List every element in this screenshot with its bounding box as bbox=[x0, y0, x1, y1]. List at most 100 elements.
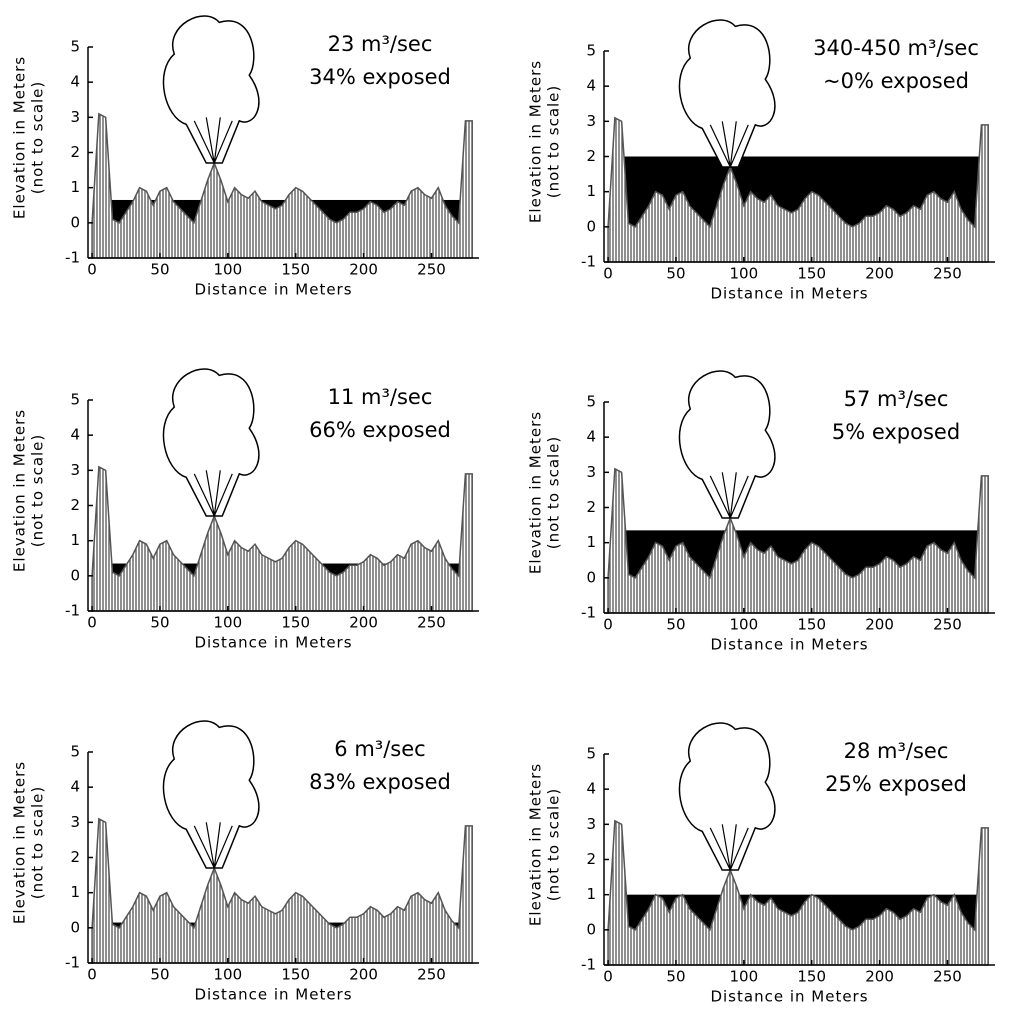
y-axis-label: Elevation in Meters bbox=[11, 56, 29, 219]
x-tick-label: 0 bbox=[87, 261, 97, 279]
x-tick-label: 250 bbox=[933, 616, 962, 634]
x-tick-label: 100 bbox=[730, 616, 759, 634]
flow-label: 23 m³/sec bbox=[328, 32, 433, 56]
x-tick-label: 200 bbox=[865, 265, 894, 283]
x-tick-label: 200 bbox=[349, 614, 378, 632]
x-tick-label: 100 bbox=[214, 261, 243, 279]
ground-profile bbox=[91, 817, 473, 964]
x-tick-label: 150 bbox=[797, 968, 826, 986]
y-tick-label: -1 bbox=[65, 602, 80, 620]
x-tick-label: 250 bbox=[933, 265, 962, 283]
y-axis-label: Elevation in Meters bbox=[11, 409, 29, 572]
y-tick-label: 0 bbox=[586, 568, 596, 586]
y-tick-label: -1 bbox=[581, 253, 596, 271]
y-tick-label: -1 bbox=[581, 956, 596, 974]
flow-label: 6 m³/sec bbox=[334, 737, 425, 761]
tree-trunk bbox=[193, 117, 233, 164]
y-tick-label: 1 bbox=[70, 531, 80, 549]
x-tick-label: 100 bbox=[730, 265, 759, 283]
x-tick-label: 0 bbox=[603, 616, 613, 634]
x-tick-label: 150 bbox=[281, 614, 310, 632]
y-tick-label: 0 bbox=[70, 566, 80, 584]
x-axis-label: Distance in Meters bbox=[194, 281, 352, 299]
x-tick-label: 0 bbox=[603, 968, 613, 986]
y-tick-label: 3 bbox=[70, 461, 80, 479]
x-tick-label: 0 bbox=[87, 614, 97, 632]
y-tick-label: 1 bbox=[586, 885, 596, 903]
y-tick-label: 5 bbox=[70, 38, 80, 56]
x-tick-label: 150 bbox=[797, 265, 826, 283]
x-tick-label: 200 bbox=[349, 966, 378, 984]
flow-label: 340-450 m³/sec bbox=[813, 36, 979, 60]
y-tick-label: 0 bbox=[70, 213, 80, 231]
y-tick-label: 3 bbox=[70, 813, 80, 831]
y-tick-label: 3 bbox=[70, 108, 80, 126]
y-tick-label: 4 bbox=[586, 780, 596, 798]
ground-profile bbox=[607, 467, 989, 614]
ground-profile bbox=[607, 819, 989, 966]
y-axis-label: Elevation in Meters bbox=[527, 60, 545, 223]
tree-canopy bbox=[162, 368, 260, 517]
flow-label: 28 m³/sec bbox=[844, 739, 949, 763]
ground-profile bbox=[607, 116, 989, 263]
tree-trunk bbox=[193, 822, 233, 869]
tree-trunk bbox=[193, 470, 233, 517]
x-tick-label: 100 bbox=[214, 966, 243, 984]
x-tick-label: 200 bbox=[349, 261, 378, 279]
tree-canopy bbox=[162, 15, 260, 164]
y-tick-label: 5 bbox=[586, 42, 596, 60]
y-tick-label: 2 bbox=[586, 147, 596, 165]
ground-profile bbox=[91, 112, 473, 259]
y-tick-label: 5 bbox=[70, 391, 80, 409]
y-tick-label: 2 bbox=[70, 848, 80, 866]
tree-trunk bbox=[709, 472, 749, 519]
y-tick-label: 5 bbox=[70, 743, 80, 761]
x-tick-label: 250 bbox=[417, 261, 446, 279]
x-tick-label: 50 bbox=[666, 265, 685, 283]
y-tick-label: 4 bbox=[586, 428, 596, 446]
exposure-label: 5% exposed bbox=[832, 420, 960, 444]
x-axis-label: Distance in Meters bbox=[710, 988, 868, 1006]
y-tick-label: 1 bbox=[70, 178, 80, 196]
y-tick-label: 0 bbox=[70, 918, 80, 936]
tree-trunk bbox=[709, 121, 749, 168]
flow-label: 11 m³/sec bbox=[328, 385, 433, 409]
x-tick-label: 250 bbox=[933, 968, 962, 986]
x-tick-label: 50 bbox=[666, 616, 685, 634]
x-tick-label: 150 bbox=[797, 616, 826, 634]
exposure-label: 66% exposed bbox=[309, 418, 451, 442]
x-axis-label: Distance in Meters bbox=[194, 634, 352, 652]
y-tick-label: 0 bbox=[586, 920, 596, 938]
y-axis-note: (not to scale) bbox=[545, 85, 563, 199]
x-axis-label: Distance in Meters bbox=[194, 986, 352, 1004]
x-tick-label: 200 bbox=[865, 968, 894, 986]
flow-label: 57 m³/sec bbox=[844, 387, 949, 411]
tree-canopy bbox=[162, 720, 260, 869]
x-tick-label: 250 bbox=[417, 614, 446, 632]
x-tick-label: 50 bbox=[666, 968, 685, 986]
x-tick-label: 250 bbox=[417, 966, 446, 984]
y-tick-label: 2 bbox=[70, 143, 80, 161]
x-tick-label: 100 bbox=[214, 614, 243, 632]
exposure-label: ~0% exposed bbox=[823, 69, 969, 93]
x-tick-label: 0 bbox=[87, 966, 97, 984]
y-tick-label: 5 bbox=[586, 745, 596, 763]
y-tick-label: 2 bbox=[586, 850, 596, 868]
y-axis-label: Elevation in Meters bbox=[527, 763, 545, 926]
tree-canopy bbox=[678, 722, 776, 871]
x-tick-label: 150 bbox=[281, 966, 310, 984]
y-axis-note: (not to scale) bbox=[29, 81, 47, 195]
tree-canopy bbox=[678, 370, 776, 519]
y-axis-note: (not to scale) bbox=[545, 788, 563, 902]
y-tick-label: 3 bbox=[586, 463, 596, 481]
exposure-label: 83% exposed bbox=[309, 770, 451, 794]
ground-profile bbox=[91, 465, 473, 612]
y-tick-label: 4 bbox=[70, 426, 80, 444]
tree-canopy bbox=[678, 19, 776, 168]
y-tick-label: 4 bbox=[70, 73, 80, 91]
